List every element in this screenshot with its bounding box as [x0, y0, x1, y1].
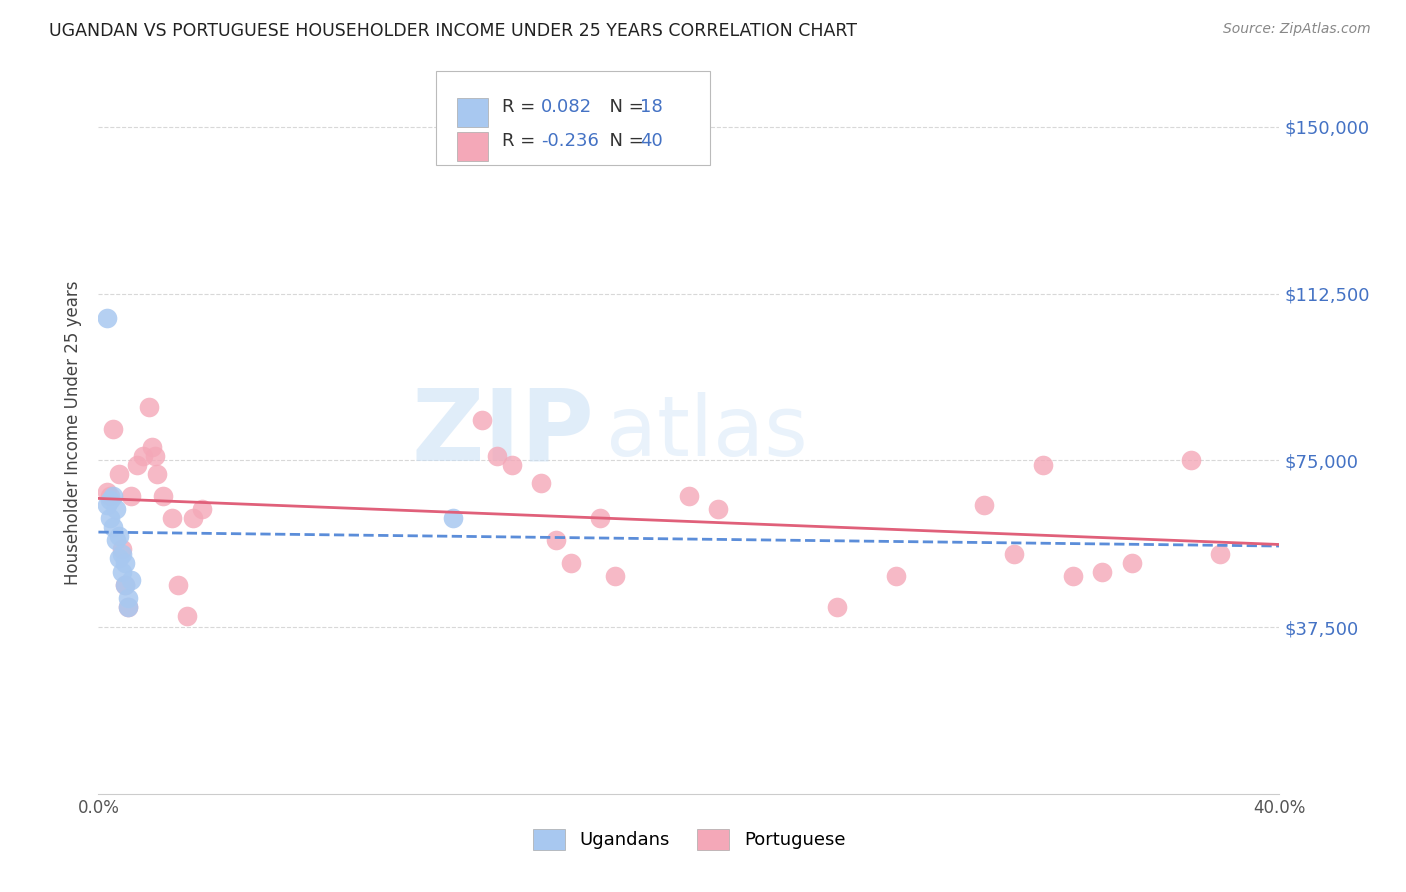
Point: [152, 489, 174, 503]
Point: [96, 311, 118, 326]
Point: [176, 609, 198, 624]
Point: [1209, 547, 1232, 561]
Point: [501, 458, 523, 472]
Point: [1121, 556, 1143, 570]
Point: [108, 467, 131, 481]
Point: [111, 565, 134, 579]
Point: [486, 449, 509, 463]
Point: [132, 449, 155, 463]
Point: [143, 449, 166, 463]
Point: [1032, 458, 1054, 472]
Point: [120, 489, 142, 503]
Point: [105, 533, 128, 548]
Point: [111, 542, 134, 557]
Text: 40: 40: [640, 132, 662, 150]
Text: Source: ZipAtlas.com: Source: ZipAtlas.com: [1223, 22, 1371, 37]
Point: [1002, 547, 1025, 561]
Point: [678, 489, 700, 503]
Point: [96, 484, 118, 499]
Point: [1180, 453, 1202, 467]
Text: N =: N =: [598, 98, 650, 116]
Point: [108, 551, 131, 566]
Point: [105, 502, 128, 516]
Point: [114, 578, 136, 592]
Point: [707, 502, 730, 516]
Point: [98, 511, 121, 525]
Point: [96, 498, 118, 512]
Point: [125, 458, 148, 472]
Point: [884, 569, 907, 583]
Point: [973, 498, 995, 512]
Point: [103, 520, 125, 534]
Point: [589, 511, 612, 525]
Text: atlas: atlas: [606, 392, 808, 473]
Legend: Ugandans, Portuguese: Ugandans, Portuguese: [526, 822, 852, 857]
Text: ZIP: ZIP: [412, 384, 595, 481]
Point: [103, 422, 125, 436]
Point: [114, 578, 136, 592]
Point: [167, 578, 190, 592]
Text: R =: R =: [502, 132, 541, 150]
Text: N =: N =: [598, 132, 650, 150]
Point: [103, 489, 125, 503]
Point: [114, 556, 136, 570]
Text: R =: R =: [502, 98, 541, 116]
Point: [560, 556, 582, 570]
Point: [111, 547, 134, 561]
Y-axis label: Householder Income Under 25 years: Householder Income Under 25 years: [65, 280, 83, 585]
Point: [191, 502, 214, 516]
Point: [825, 600, 848, 615]
Point: [1062, 569, 1084, 583]
Point: [108, 529, 131, 543]
Text: 0.082: 0.082: [541, 98, 592, 116]
Point: [181, 511, 204, 525]
Point: [471, 413, 494, 427]
Point: [1091, 565, 1114, 579]
Point: [441, 511, 464, 525]
Point: [138, 400, 160, 414]
Point: [605, 569, 627, 583]
Point: [120, 574, 142, 588]
Text: 18: 18: [640, 98, 662, 116]
Text: UGANDAN VS PORTUGUESE HOUSEHOLDER INCOME UNDER 25 YEARS CORRELATION CHART: UGANDAN VS PORTUGUESE HOUSEHOLDER INCOME…: [49, 22, 858, 40]
Point: [98, 493, 121, 508]
Point: [117, 600, 139, 615]
Point: [162, 511, 183, 525]
Point: [146, 467, 169, 481]
Point: [530, 475, 553, 490]
Point: [141, 440, 163, 454]
Point: [546, 533, 568, 548]
Point: [117, 591, 139, 606]
Point: [98, 489, 121, 503]
Text: -0.236: -0.236: [541, 132, 599, 150]
Point: [117, 600, 139, 615]
